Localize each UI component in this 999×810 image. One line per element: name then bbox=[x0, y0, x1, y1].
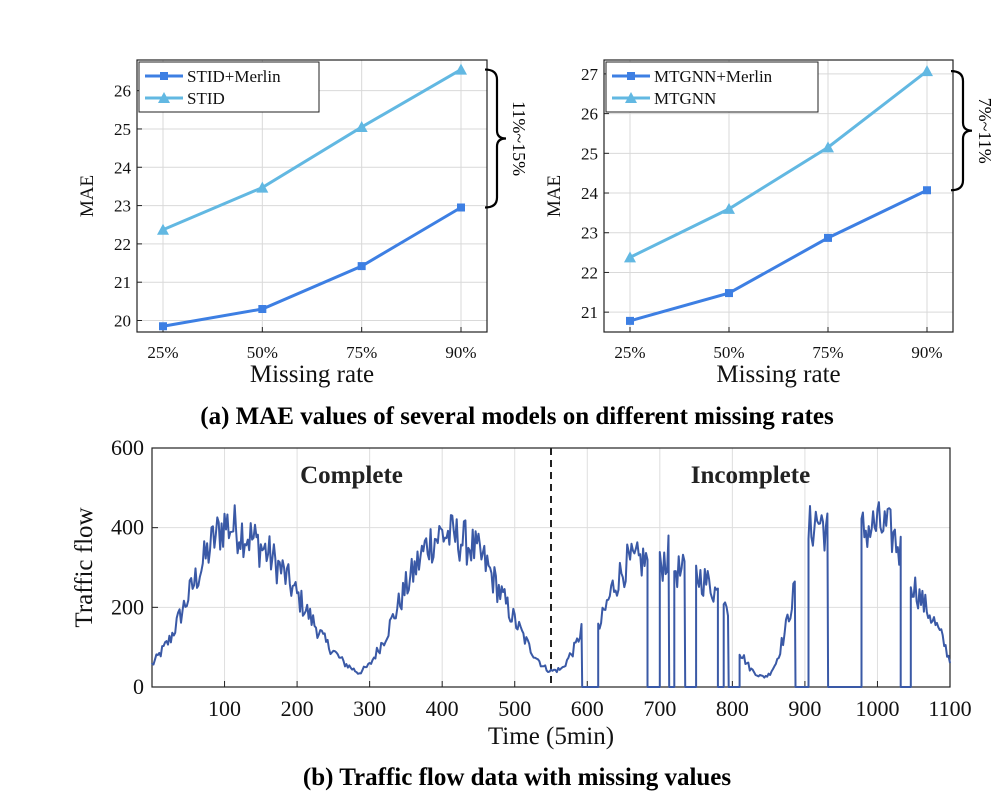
caption-a: (a) MAE values of several models on diff… bbox=[200, 403, 834, 430]
flow-ytick-label: 200 bbox=[111, 594, 144, 619]
flow-ytick-label: 0 bbox=[133, 674, 144, 699]
region-complete-label: Complete bbox=[300, 462, 403, 489]
chart2-brace bbox=[950, 70, 973, 192]
region-incomplete-label: Incomplete bbox=[691, 462, 810, 489]
chart1-ytick-label: 25 bbox=[114, 120, 131, 139]
caption-b: (b) Traffic flow data with missing value… bbox=[303, 764, 732, 791]
mae-chart-mtgnn: 21 22 23 24 25 26 27 25% 50% 75% 90% Missing rate MA… bbox=[544, 59, 995, 388]
chart1-point bbox=[256, 181, 269, 193]
chart2-xtick-label: 75% bbox=[812, 343, 843, 362]
chart1-point bbox=[157, 223, 169, 235]
chart2-point bbox=[923, 186, 931, 195]
chart2-ylabel: MAE bbox=[544, 175, 565, 217]
chart2-annotation: 7%~11% bbox=[975, 98, 995, 164]
chart2-ytick-label: 23 bbox=[581, 224, 598, 243]
chart2-series-mtgnn-line bbox=[629, 69, 928, 259]
chart2-point bbox=[725, 289, 733, 298]
chart2-xlabel: Missing rate bbox=[716, 361, 840, 388]
chart1-xtick-label: 50% bbox=[247, 343, 278, 362]
chart1-legend-label: STID bbox=[187, 89, 225, 108]
chart2-point bbox=[824, 233, 832, 242]
chart1-ytick-label: 23 bbox=[114, 197, 131, 216]
flow-xtick-label: 700 bbox=[643, 696, 676, 721]
flow-ytick-label: 400 bbox=[111, 515, 144, 540]
chart1-point bbox=[455, 63, 467, 75]
flow-xtick-label: 800 bbox=[716, 696, 749, 721]
chart1-xlabel: Missing rate bbox=[250, 361, 374, 388]
flow-xtick-label: 300 bbox=[353, 696, 386, 721]
chart2-legend-marker bbox=[627, 72, 635, 80]
chart1-ytick-label: 22 bbox=[114, 235, 131, 254]
flow-xtick-label: 1100 bbox=[928, 696, 971, 721]
flow-xtick-label: 500 bbox=[498, 696, 531, 721]
chart2-point bbox=[624, 251, 636, 263]
chart2-ytick-label: 22 bbox=[581, 263, 598, 282]
mae-chart-stid: 20 21 22 23 24 25 26 25% 50% 75% 90% Missing rate MA… bbox=[77, 59, 529, 388]
chart1-point bbox=[355, 121, 368, 133]
chart1-brace bbox=[484, 68, 507, 209]
chart1-ytick-label: 24 bbox=[114, 158, 132, 177]
chart2-legend-label: MTGNN+Merlin bbox=[654, 67, 773, 86]
flow-xtick-label: 900 bbox=[788, 696, 821, 721]
flow-xlabel: Time (5min) bbox=[488, 723, 614, 750]
chart1-legend-label: STID+Merlin bbox=[187, 67, 281, 86]
chart2-legend-marker bbox=[625, 92, 637, 103]
chart2-legend: MTGNN+Merlin MTGNN bbox=[605, 61, 819, 113]
flow-xtick-label: 1000 bbox=[855, 696, 899, 721]
chart1-point bbox=[258, 305, 267, 314]
chart2-xtick-label: 25% bbox=[614, 343, 645, 362]
flow-xtick-label: 600 bbox=[571, 696, 604, 721]
chart2-legend-label: MTGNN bbox=[654, 89, 716, 108]
chart1-legend: STID+Merlin STID bbox=[138, 61, 320, 113]
chart1-point bbox=[159, 322, 167, 331]
chart2-ytick-label: 21 bbox=[581, 303, 598, 322]
chart2-ytick-label: 27 bbox=[581, 65, 599, 84]
chart2-legend-box bbox=[605, 61, 819, 113]
chart1-ylabel: MAE bbox=[77, 175, 98, 217]
flow-xtick-label: 100 bbox=[208, 696, 241, 721]
chart1-annotation: 11%~15% bbox=[509, 101, 529, 176]
chart2-point bbox=[822, 141, 834, 153]
chart2-xtick-label: 90% bbox=[911, 343, 942, 362]
chart2-point bbox=[723, 202, 735, 214]
chart1-legend-marker bbox=[160, 72, 168, 80]
chart1-frame bbox=[136, 59, 488, 333]
flow-ytick-label: 600 bbox=[111, 435, 144, 460]
chart1-point bbox=[457, 203, 465, 212]
flow-ylabel: Traffic flow bbox=[71, 507, 98, 627]
chart1-series-stid-merlin-line bbox=[162, 206, 462, 328]
traffic-flow-chart: 0 200 400 600 100 200 300 400 500 600 700 800 900 100… bbox=[71, 435, 972, 750]
chart2-ytick-label: 24 bbox=[581, 184, 599, 203]
traffic-flow-series-line bbox=[151, 501, 951, 688]
chart1-xtick-label: 25% bbox=[147, 343, 178, 362]
chart2-point bbox=[626, 316, 634, 325]
chart2-ytick-label: 25 bbox=[581, 144, 598, 163]
chart1-ytick-label: 21 bbox=[114, 273, 131, 292]
chart2-point bbox=[921, 65, 933, 77]
chart1-xtick-label: 75% bbox=[346, 343, 377, 362]
chart2-ytick-label: 26 bbox=[581, 105, 598, 124]
chart2-series-mtgnn-merlin-line bbox=[629, 188, 928, 323]
chart1-series-stid-line bbox=[162, 68, 462, 232]
chart2-xtick-label: 50% bbox=[713, 343, 744, 362]
chart1-xtick-label: 90% bbox=[445, 343, 476, 362]
chart2-frame bbox=[603, 59, 954, 333]
chart1-ytick-label: 26 bbox=[114, 82, 131, 101]
flow-xtick-label: 200 bbox=[281, 696, 314, 721]
flow-xtick-label: 400 bbox=[426, 696, 459, 721]
chart1-ytick-label: 20 bbox=[114, 312, 131, 331]
chart1-point bbox=[357, 262, 366, 271]
chart1-legend-box bbox=[138, 61, 320, 113]
chart1-legend-marker bbox=[158, 92, 170, 103]
